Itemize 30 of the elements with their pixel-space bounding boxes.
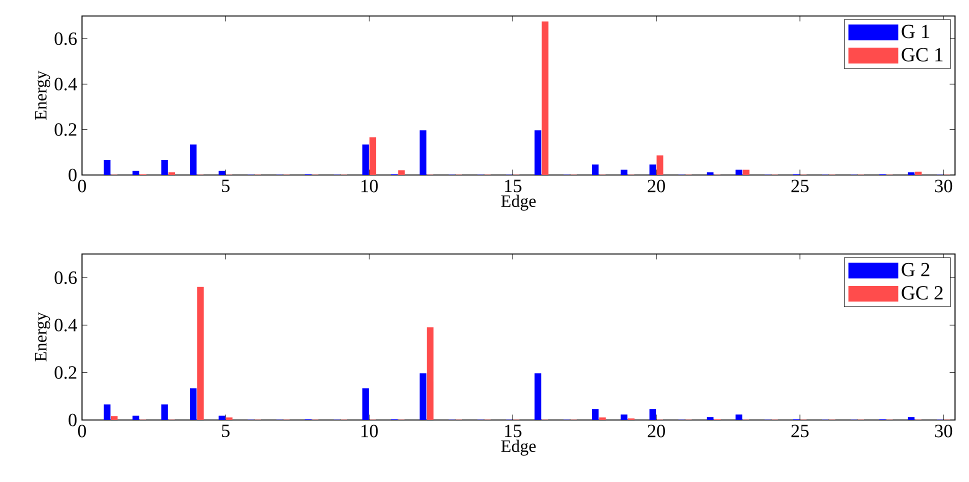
x-tick-label: 15 — [505, 424, 522, 438]
y-tick-label: 0.6 — [54, 32, 77, 46]
y-tick-label: 0.4 — [54, 78, 78, 90]
x-tick-label: 10 — [361, 180, 378, 192]
x-tick-label: 25 — [791, 424, 809, 438]
x-axis-title: Edge — [501, 440, 536, 456]
legend-label: GC 2 — [902, 286, 943, 300]
y-tick-label: 0 — [68, 414, 77, 426]
legend-label: G 2 — [902, 262, 930, 276]
y-tick-label: 0 — [68, 168, 77, 182]
x-tick-label: 0 — [78, 180, 86, 192]
y-axis-title: Energy — [35, 70, 50, 120]
y-axis-title: Energy — [35, 312, 50, 362]
x-tick-label: 10 — [361, 424, 378, 438]
y-tick-label: 0.2 — [54, 366, 76, 379]
y-tick-label: 0.4 — [54, 318, 78, 332]
x-tick-label: 5 — [222, 180, 230, 192]
x-tick-label: 30 — [935, 180, 952, 192]
x-tick-label: 20 — [648, 180, 665, 192]
y-tick-label: 0.2 — [54, 123, 76, 136]
x-axis-title: Edge — [501, 194, 536, 211]
x-tick-label: 5 — [222, 424, 230, 438]
x-tick-label: 30 — [935, 424, 952, 438]
x-tick-label: 15 — [505, 180, 522, 192]
x-tick-label: 20 — [648, 424, 665, 438]
x-tick-label: 0 — [78, 424, 86, 438]
x-tick-label: 25 — [791, 180, 809, 192]
legend-label: G 1 — [902, 24, 930, 38]
y-tick-label: 0.6 — [54, 271, 77, 284]
legend-label: GC 1 — [902, 48, 943, 62]
